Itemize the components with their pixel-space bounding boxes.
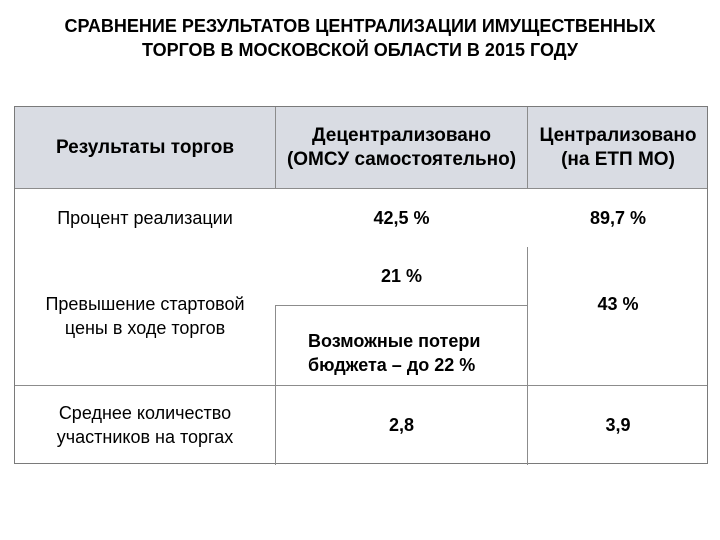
header-decentralized-line1: Децентрализовано <box>312 124 491 146</box>
row-sale-percent-label-text: Процент реализации <box>57 208 233 228</box>
participants-decentralized-value: 2,8 <box>388 415 415 435</box>
participants-label-line2: участников на торгах <box>56 427 234 447</box>
title-line-2: ТОРГОВ В МОСКОВСКОЙ ОБЛАСТИ В 2015 ГОДУ <box>142 40 578 60</box>
title-line-1: СРАВНЕНИЕ РЕЗУЛЬТАТОВ ЦЕНТРАЛИЗАЦИИ ИМУЩ… <box>64 16 656 36</box>
price-excess-centralized-value: 43 % <box>597 294 639 314</box>
page-title: СРАВНЕНИЕ РЕЗУЛЬТАТОВ ЦЕНТРАЛИЗАЦИИ ИМУЩ… <box>0 14 720 62</box>
participants-centralized-value: 3,9 <box>605 415 631 435</box>
col-divider-1-header <box>275 107 276 188</box>
table-header-background <box>15 107 707 188</box>
row-price-excess-centralized: 43 % <box>528 247 708 385</box>
header-results-label: Результаты торгов <box>55 136 235 158</box>
budget-loss-note-line1: Возможные потери <box>308 330 481 351</box>
budget-loss-note-line2: бюджета – до 22 % <box>308 354 476 375</box>
col-divider-2-header <box>527 107 528 188</box>
row-participants-decentralized: 2,8 <box>276 386 527 464</box>
header-results: Результаты торгов <box>15 107 275 188</box>
row-budget-loss-note: Возможные потери бюджета – до 22 % <box>276 306 527 385</box>
col-divider-2-lower <box>527 247 528 465</box>
row-sale-percent-label: Процент реализации <box>15 189 275 247</box>
comparison-table: Результаты торгов Децентрализовано (ОМСУ… <box>14 106 708 465</box>
header-centralized-line2: (на ЕТП МО) <box>561 148 675 170</box>
sale-percent-decentralized-value: 42,5 % <box>373 208 430 228</box>
header-decentralized: Децентрализовано (ОМСУ самостоятельно) <box>276 107 527 188</box>
row-2-split-divider <box>275 305 527 306</box>
row-price-excess-decentralized: 21 % <box>276 247 527 305</box>
col-divider-1-lower <box>275 305 276 465</box>
row-sale-percent-centralized: 89,7 % <box>528 189 708 247</box>
header-centralized-line1: Централизовано <box>539 124 697 146</box>
price-excess-label-line2: цены в ходе торгов <box>64 318 226 338</box>
sale-percent-centralized-value: 89,7 % <box>589 208 647 228</box>
participants-label-line1: Среднее количество <box>58 403 232 423</box>
row-participants-centralized: 3,9 <box>528 386 708 464</box>
row-divider-3 <box>15 385 707 386</box>
price-excess-decentralized-value: 21 % <box>380 266 423 286</box>
price-excess-label-line1: Превышение стартовой <box>45 294 245 314</box>
row-participants-label: Среднее количество участников на торгах <box>15 386 275 464</box>
header-divider <box>15 188 707 189</box>
row-sale-percent-decentralized: 42,5 % <box>276 189 527 247</box>
row-price-excess-label: Превышение стартовой цены в ходе торгов <box>15 247 275 385</box>
header-decentralized-line2: (ОМСУ самостоятельно) <box>286 148 517 170</box>
header-centralized: Централизовано (на ЕТП МО) <box>528 107 708 188</box>
